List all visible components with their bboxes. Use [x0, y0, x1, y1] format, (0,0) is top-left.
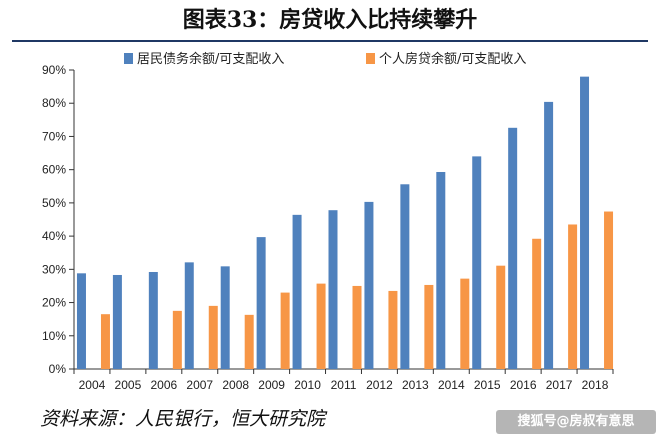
bar-mortgage-2008: [244, 314, 254, 369]
legend-label: 个人房贷余额/可支配收入: [379, 51, 526, 67]
bar-debt-2009: [256, 237, 266, 369]
x-tick-label: 2009: [258, 378, 285, 392]
x-tick-label: 2013: [402, 378, 429, 392]
bar-debt-2010: [292, 214, 302, 369]
y-tick-label: 60%: [42, 163, 66, 177]
legend: 居民债务余额/可支配收入 个人房贷余额/可支配收入: [124, 51, 526, 67]
bar-mortgage-2018: [604, 211, 614, 369]
y-axis: 0% 10% 20% 30% 40% 50% 60% 70% 80% 90%: [42, 63, 75, 376]
bar-debt-2011: [328, 210, 338, 369]
bar-mortgage-2013: [424, 284, 434, 369]
legend-swatch: [366, 53, 375, 64]
x-tick-label: 2014: [438, 378, 465, 392]
y-tick-label: 50%: [42, 196, 66, 210]
bar-debt-2007: [184, 262, 194, 369]
y-tick-label: 90%: [42, 63, 66, 77]
title-divider: [12, 40, 648, 42]
x-tick-label: 2006: [150, 378, 177, 392]
x-axis: 2004 2005 2006 2007 2008 2009 2010 2011 2012 2013…: [73, 368, 614, 392]
bar-mortgage-2010: [316, 283, 326, 369]
bar-debt-2015: [472, 156, 482, 369]
y-tick-label: 30%: [42, 262, 66, 276]
bar-mortgage-2004: [100, 314, 110, 369]
x-tick-label: 2011: [331, 378, 357, 392]
x-tick-label: 2008: [222, 378, 249, 392]
x-tick-label: 2010: [294, 378, 321, 392]
y-tick-label: 70%: [42, 129, 66, 143]
chart-title: 图表33：房贷收入比持续攀升: [182, 7, 478, 33]
bars: [76, 76, 614, 370]
bar-debt-2018: [580, 76, 590, 370]
x-tick-label: 2012: [366, 378, 393, 392]
y-tick-label: 10%: [42, 329, 66, 343]
bar-debt-2017: [544, 101, 554, 369]
legend-label: 居民债务余额/可支配收入: [137, 51, 284, 67]
bar-debt-2004: [76, 273, 86, 369]
bar-mortgage-2014: [460, 278, 470, 369]
bar-debt-2014: [436, 171, 446, 369]
bar-debt-2013: [400, 184, 410, 369]
watermark: 搜狐号@房叔有意思: [496, 410, 656, 434]
x-tick-label: 2005: [115, 378, 142, 392]
x-tick-label: 2017: [546, 378, 573, 392]
x-tick-label: 2007: [186, 378, 213, 392]
bar-mortgage-2007: [208, 305, 218, 369]
y-tick-label: 80%: [42, 96, 66, 110]
bar-mortgage-2016: [532, 238, 542, 369]
bar-mortgage-2009: [280, 292, 290, 369]
source-note: 资料来源：人民银行，恒大研究院: [40, 408, 326, 430]
x-tick-label: 2015: [474, 378, 501, 392]
bar-mortgage-2015: [496, 265, 506, 369]
y-tick-label: 0%: [49, 362, 67, 376]
y-tick-label: 20%: [42, 296, 66, 310]
x-tick-label: 2016: [510, 378, 537, 392]
legend-swatch: [124, 53, 133, 64]
x-tick-label: 2004: [79, 378, 106, 392]
bar-mortgage-2006: [172, 310, 182, 369]
bar-mortgage-2011: [352, 285, 362, 369]
y-tick-label: 40%: [42, 229, 66, 243]
bar-debt-2005: [112, 274, 122, 369]
x-tick-label: 2018: [582, 378, 609, 392]
bar-debt-2016: [508, 127, 518, 369]
bar-mortgage-2012: [388, 290, 398, 369]
bar-debt-2012: [364, 201, 374, 369]
bar-debt-2008: [220, 266, 230, 369]
bar-mortgage-2017: [568, 224, 578, 369]
bar-debt-2006: [148, 271, 158, 369]
bar-chart: 居民债务余额/可支配收入 个人房贷余额/可支配收入 0% 10% 20% 30% 40% 5…: [42, 51, 614, 392]
